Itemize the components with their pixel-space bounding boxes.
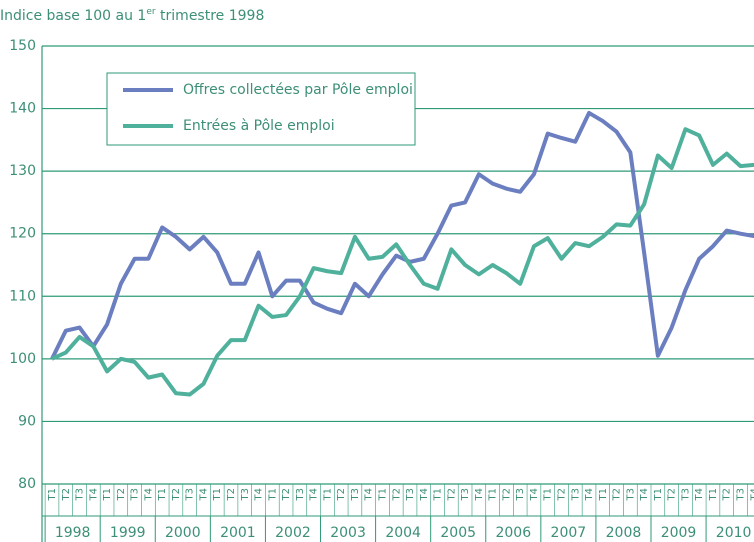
year-label: 1999 [110, 525, 146, 541]
x-tick-label: T4 [309, 488, 320, 501]
y-tick-label: 140 [9, 101, 36, 117]
x-tick-label: T2 [722, 488, 733, 501]
year-label: 2008 [606, 525, 642, 541]
x-tick-label: T3 [515, 488, 526, 501]
x-tick-label: T1 [47, 488, 58, 501]
x-tick-label: T1 [488, 488, 499, 501]
year-label: 2000 [165, 525, 201, 541]
year-label: 2006 [495, 525, 531, 541]
x-tick-label: T3 [680, 488, 691, 501]
x-tick-label: T4 [749, 488, 754, 501]
x-tick-label: T4 [639, 488, 650, 501]
year-label: 1998 [55, 525, 91, 541]
year-label: 2004 [385, 525, 421, 541]
x-tick-label: T2 [61, 488, 72, 501]
x-tick-label: T4 [474, 488, 485, 501]
year-label: 2001 [220, 525, 256, 541]
x-tick-label: T3 [130, 488, 141, 501]
x-tick-label: T4 [198, 488, 209, 501]
x-tick-label: T3 [736, 488, 747, 501]
x-tick-label: T4 [254, 488, 265, 501]
x-tick-label: T1 [598, 488, 609, 501]
y-tick-label: 110 [9, 288, 36, 304]
x-tick-label: T2 [336, 488, 347, 501]
x-tick-label: T1 [377, 488, 388, 501]
x-tick-label: T1 [267, 488, 278, 501]
x-tick-label: T3 [75, 488, 86, 501]
x-tick-label: T2 [391, 488, 402, 501]
y-tick-label: 130 [9, 163, 36, 179]
x-tick-label: T1 [102, 488, 113, 501]
x-tick-label: T2 [612, 488, 623, 501]
year-label: 2002 [275, 525, 311, 541]
x-tick-label: T2 [501, 488, 512, 501]
x-tick-label: T4 [88, 488, 99, 501]
x-tick-label: T1 [157, 488, 168, 501]
x-tick-label: T3 [185, 488, 196, 501]
series-line [51, 127, 754, 397]
x-tick-label: T2 [667, 488, 678, 501]
x-tick-label: T2 [226, 488, 237, 501]
y-tick-label: 80 [18, 476, 36, 492]
legend-box [106, 72, 416, 146]
x-tick-label: T3 [460, 488, 471, 501]
x-tick-label: T4 [694, 488, 705, 501]
year-label: 2009 [661, 525, 697, 541]
y-tick-label: 90 [18, 413, 36, 429]
x-tick-label: T1 [322, 488, 333, 501]
x-tick-label: T3 [570, 488, 581, 501]
x-tick-label: T1 [653, 488, 664, 501]
x-tick-label: T3 [405, 488, 416, 501]
x-tick-label: T3 [350, 488, 361, 501]
x-tick-label: T2 [171, 488, 182, 501]
x-tick-label: T3 [295, 488, 306, 501]
year-label: 2007 [551, 525, 587, 541]
x-tick-label: T4 [529, 488, 540, 501]
x-tick-label: T2 [556, 488, 567, 501]
year-label: 2003 [330, 525, 366, 541]
title-part: Indice base 100 au 1 [0, 8, 146, 24]
x-tick-label: T3 [625, 488, 636, 501]
x-tick-label: T1 [708, 488, 719, 501]
series-line [50, 110, 754, 360]
x-tick-label: T1 [433, 488, 444, 501]
y-tick-label: 100 [9, 351, 36, 367]
x-tick-label: T2 [281, 488, 292, 501]
x-tick-label: T4 [143, 488, 154, 501]
y-tick-label: 120 [9, 226, 36, 242]
year-label: 2010 [716, 525, 752, 541]
title-part: trimestre 1998 [156, 8, 265, 24]
y-tick-label: 150 [9, 38, 36, 54]
legend-label: Entrées à Pôle emploi [183, 118, 335, 134]
chart-title: Indice base 100 au 1er trimestre 1998 [0, 7, 264, 25]
title-sup: er [146, 7, 156, 17]
x-tick-label: T1 [212, 488, 223, 501]
x-tick-label: T1 [543, 488, 554, 501]
x-tick-label: T3 [240, 488, 251, 501]
x-tick-label: T4 [584, 488, 595, 501]
legend-label: Offres collectées par Pôle emploi [183, 82, 413, 98]
year-label: 2005 [440, 525, 476, 541]
x-tick-label: T4 [364, 488, 375, 501]
x-tick-label: T2 [116, 488, 127, 501]
x-tick-label: T4 [419, 488, 430, 501]
x-tick-label: T2 [446, 488, 457, 501]
